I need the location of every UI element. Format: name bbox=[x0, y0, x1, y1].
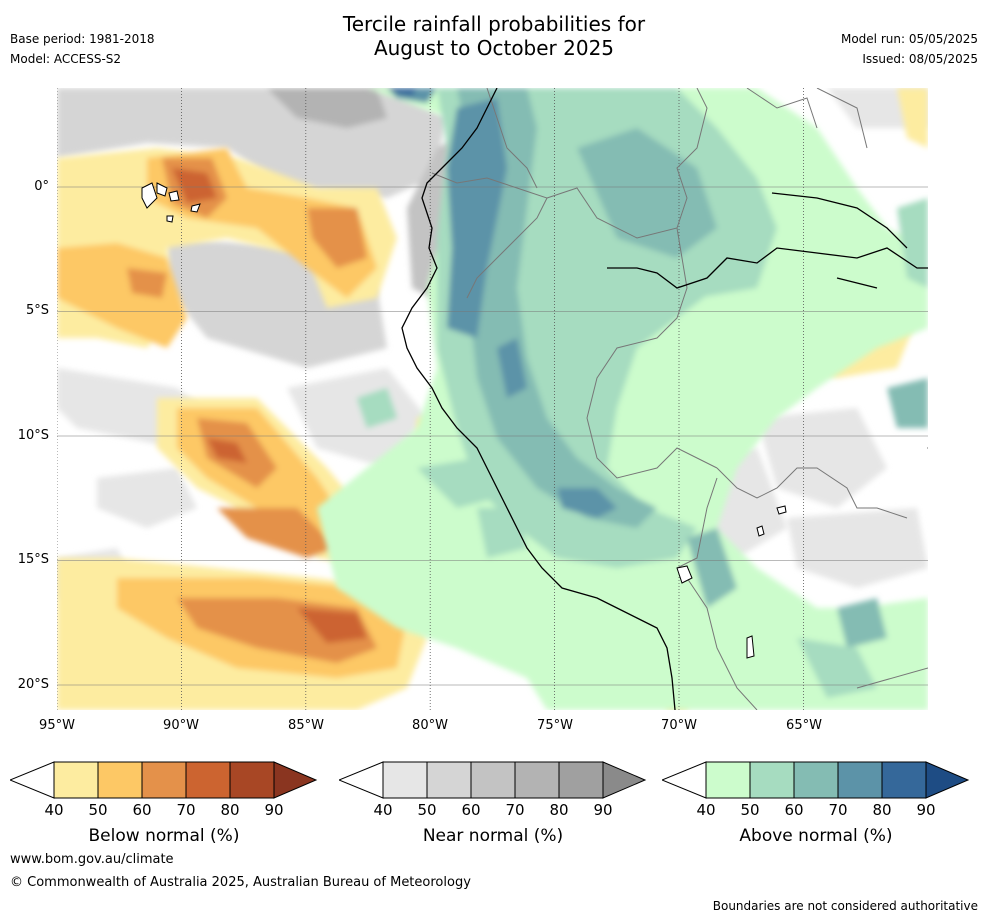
lon-tick-75w: 75°W bbox=[537, 718, 573, 733]
cbar-above-label: Above normal (%) bbox=[739, 826, 893, 846]
footer-url: www.bom.gov.au/climate bbox=[10, 852, 174, 867]
cbar-near-swatch-6 bbox=[602, 761, 647, 799]
lat-tick-10s: 10°S bbox=[17, 428, 49, 443]
lon-tick-85w: 85°W bbox=[288, 718, 324, 733]
cbar-above-swatch-3 bbox=[793, 761, 839, 799]
lakes bbox=[676, 505, 787, 659]
cbar-above-tick-50: 50 bbox=[740, 801, 760, 819]
cbar-below-swatch-3 bbox=[141, 761, 187, 799]
probability-map bbox=[57, 88, 928, 710]
cbar-near-tick-80: 80 bbox=[549, 801, 569, 819]
model-text: Model: ACCESS-S2 bbox=[10, 52, 122, 66]
lat-gridlines bbox=[57, 186, 928, 686]
cbar-above-swatch-4 bbox=[837, 761, 883, 799]
meta-left: Base period: 1981-2018 Model: ACCESS-S2 bbox=[10, 29, 155, 69]
cbar-below-swatch-4 bbox=[185, 761, 231, 799]
cbar-above-tick-90: 90 bbox=[916, 801, 936, 819]
cbar-above-swatch-6 bbox=[925, 761, 970, 799]
colorbar-below-normal bbox=[8, 761, 318, 803]
lat-tick-20s: 20°S bbox=[17, 677, 49, 692]
cbar-above-tick-40: 40 bbox=[696, 801, 716, 819]
footer-copyright: © Commonwealth of Australia 2025, Austra… bbox=[10, 875, 471, 890]
country-boundaries bbox=[431, 88, 928, 710]
lon-tick-90w: 90°W bbox=[163, 718, 199, 733]
cbar-near-swatch-2 bbox=[426, 761, 472, 799]
cbar-below-tick-50: 50 bbox=[88, 801, 108, 819]
cbar-below-swatch-6 bbox=[273, 761, 318, 799]
cbar-near-tick-60: 60 bbox=[461, 801, 481, 819]
cbar-above-tick-60: 60 bbox=[784, 801, 804, 819]
colorbar-above-normal bbox=[660, 761, 970, 803]
cbar-below-label: Below normal (%) bbox=[88, 826, 240, 846]
title-line-2: August to October 2025 bbox=[373, 36, 615, 60]
cbar-near-swatch-1 bbox=[382, 761, 428, 799]
cbar-above-tick-70: 70 bbox=[828, 801, 848, 819]
map-svg bbox=[57, 88, 928, 710]
coastline bbox=[401, 88, 928, 710]
cbar-near-swatch-3 bbox=[470, 761, 516, 799]
cbar-above-swatch-1 bbox=[705, 761, 751, 799]
cbar-near-swatch-4 bbox=[514, 761, 560, 799]
cbar-near-swatch-5 bbox=[558, 761, 604, 799]
cbar-above-swatch-5 bbox=[881, 761, 927, 799]
cbar-near-tick-70: 70 bbox=[505, 801, 525, 819]
lat-tick-5s: 5°S bbox=[25, 303, 49, 318]
cbar-near-label: Near normal (%) bbox=[422, 826, 564, 846]
lat-tick-0: 0° bbox=[34, 179, 49, 194]
lon-tick-95w: 95°W bbox=[39, 718, 75, 733]
issued-text: Issued: 08/05/2025 bbox=[862, 52, 978, 66]
footer-boundaries-note: Boundaries are not considered authoritat… bbox=[712, 899, 978, 913]
colorbar-near-normal bbox=[337, 761, 647, 803]
cbar-above-swatch-2 bbox=[749, 761, 795, 799]
map-title: Tercile rainfall probabilities for Augus… bbox=[0, 12, 988, 60]
cbar-below-tick-60: 60 bbox=[132, 801, 152, 819]
galapagos-islands bbox=[141, 182, 201, 223]
cbar-near-tick-90: 90 bbox=[593, 801, 613, 819]
title-line-1: Tercile rainfall probabilities for bbox=[342, 12, 646, 36]
meta-right: Model run: 05/05/2025 Issued: 08/05/2025 bbox=[841, 29, 978, 69]
cbar-below-tick-90: 90 bbox=[264, 801, 284, 819]
cbar-below-tick-70: 70 bbox=[176, 801, 196, 819]
cbar-below-tick-40: 40 bbox=[44, 801, 64, 819]
cbar-below-swatch-2 bbox=[97, 761, 143, 799]
cbar-above-tick-80: 80 bbox=[872, 801, 892, 819]
lat-tick-15s: 15°S bbox=[17, 552, 49, 567]
cbar-near-tick-40: 40 bbox=[373, 801, 393, 819]
cbar-near-tick-50: 50 bbox=[417, 801, 437, 819]
cbar-below-swatch-1 bbox=[53, 761, 99, 799]
base-period-text: Base period: 1981-2018 bbox=[10, 32, 155, 46]
lon-tick-65w: 65°W bbox=[786, 718, 822, 733]
model-run-text: Model run: 05/05/2025 bbox=[840, 32, 978, 46]
lon-tick-80w: 80°W bbox=[412, 718, 448, 733]
cbar-below-swatch-5 bbox=[229, 761, 275, 799]
cbar-below-tick-80: 80 bbox=[220, 801, 240, 819]
lon-tick-70w: 70°W bbox=[661, 718, 697, 733]
